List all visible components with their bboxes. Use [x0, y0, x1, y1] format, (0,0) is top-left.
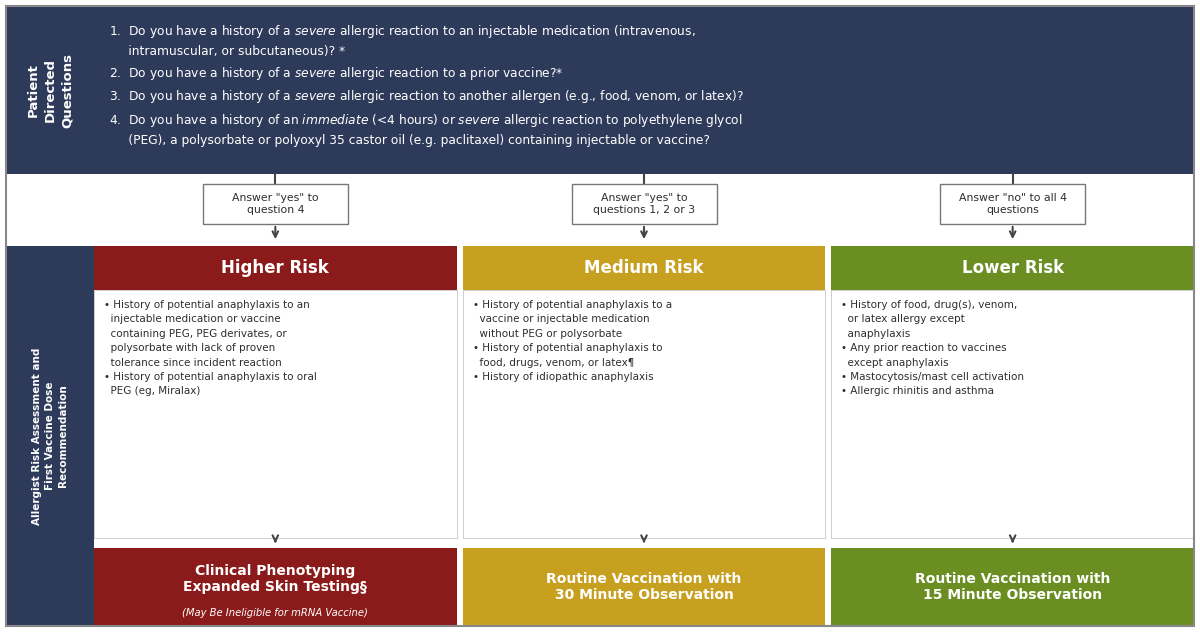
- Bar: [463, 548, 826, 626]
- Bar: [94, 246, 457, 290]
- Bar: [463, 290, 826, 538]
- Bar: [94, 6, 1194, 174]
- Bar: [832, 548, 1194, 626]
- Bar: [6, 174, 1194, 246]
- Text: Routine Vaccination with
15 Minute Observation: Routine Vaccination with 15 Minute Obser…: [914, 572, 1110, 602]
- Text: Patient
Directed
Questions: Patient Directed Questions: [26, 52, 73, 128]
- Text: Medium Risk: Medium Risk: [584, 259, 703, 277]
- FancyBboxPatch shape: [940, 184, 1085, 224]
- Bar: [6, 246, 94, 626]
- Bar: [832, 290, 1194, 538]
- Text: Clinical Phenotyping
Expanded Skin Testing§: Clinical Phenotyping Expanded Skin Testi…: [184, 564, 367, 594]
- Bar: [94, 290, 457, 538]
- Bar: [463, 246, 826, 290]
- Bar: [832, 246, 1194, 290]
- Text: • History of potential anaphylaxis to a
  vaccine or injectable medication
  wit: • History of potential anaphylaxis to a …: [473, 300, 672, 382]
- FancyBboxPatch shape: [203, 184, 348, 224]
- Text: 1.  Do you have a history of a $\mathit{severe}$ allergic reaction to an injecta: 1. Do you have a history of a $\mathit{s…: [109, 23, 744, 147]
- Text: Answer "yes" to
question 4: Answer "yes" to question 4: [232, 193, 319, 215]
- Text: Lower Risk: Lower Risk: [961, 259, 1063, 277]
- Text: Answer "yes" to
questions 1, 2 or 3: Answer "yes" to questions 1, 2 or 3: [593, 193, 695, 215]
- Text: Allergist Risk Assessment and
First Vaccine Dose
Recommendation: Allergist Risk Assessment and First Vacc…: [31, 348, 68, 525]
- Bar: [94, 548, 457, 626]
- Bar: [6, 6, 94, 174]
- Text: Answer "no" to all 4
questions: Answer "no" to all 4 questions: [959, 193, 1067, 215]
- Text: • History of food, drug(s), venom,
  or latex allergy except
  anaphylaxis
• Any: • History of food, drug(s), venom, or la…: [841, 300, 1025, 396]
- Text: • History of potential anaphylaxis to an
  injectable medication or vaccine
  co: • History of potential anaphylaxis to an…: [104, 300, 317, 396]
- Text: Routine Vaccination with
30 Minute Observation: Routine Vaccination with 30 Minute Obser…: [546, 572, 742, 602]
- FancyBboxPatch shape: [571, 184, 716, 224]
- Text: Higher Risk: Higher Risk: [222, 259, 329, 277]
- Text: (May Be Ineligible for mRNA Vaccine): (May Be Ineligible for mRNA Vaccine): [182, 608, 368, 618]
